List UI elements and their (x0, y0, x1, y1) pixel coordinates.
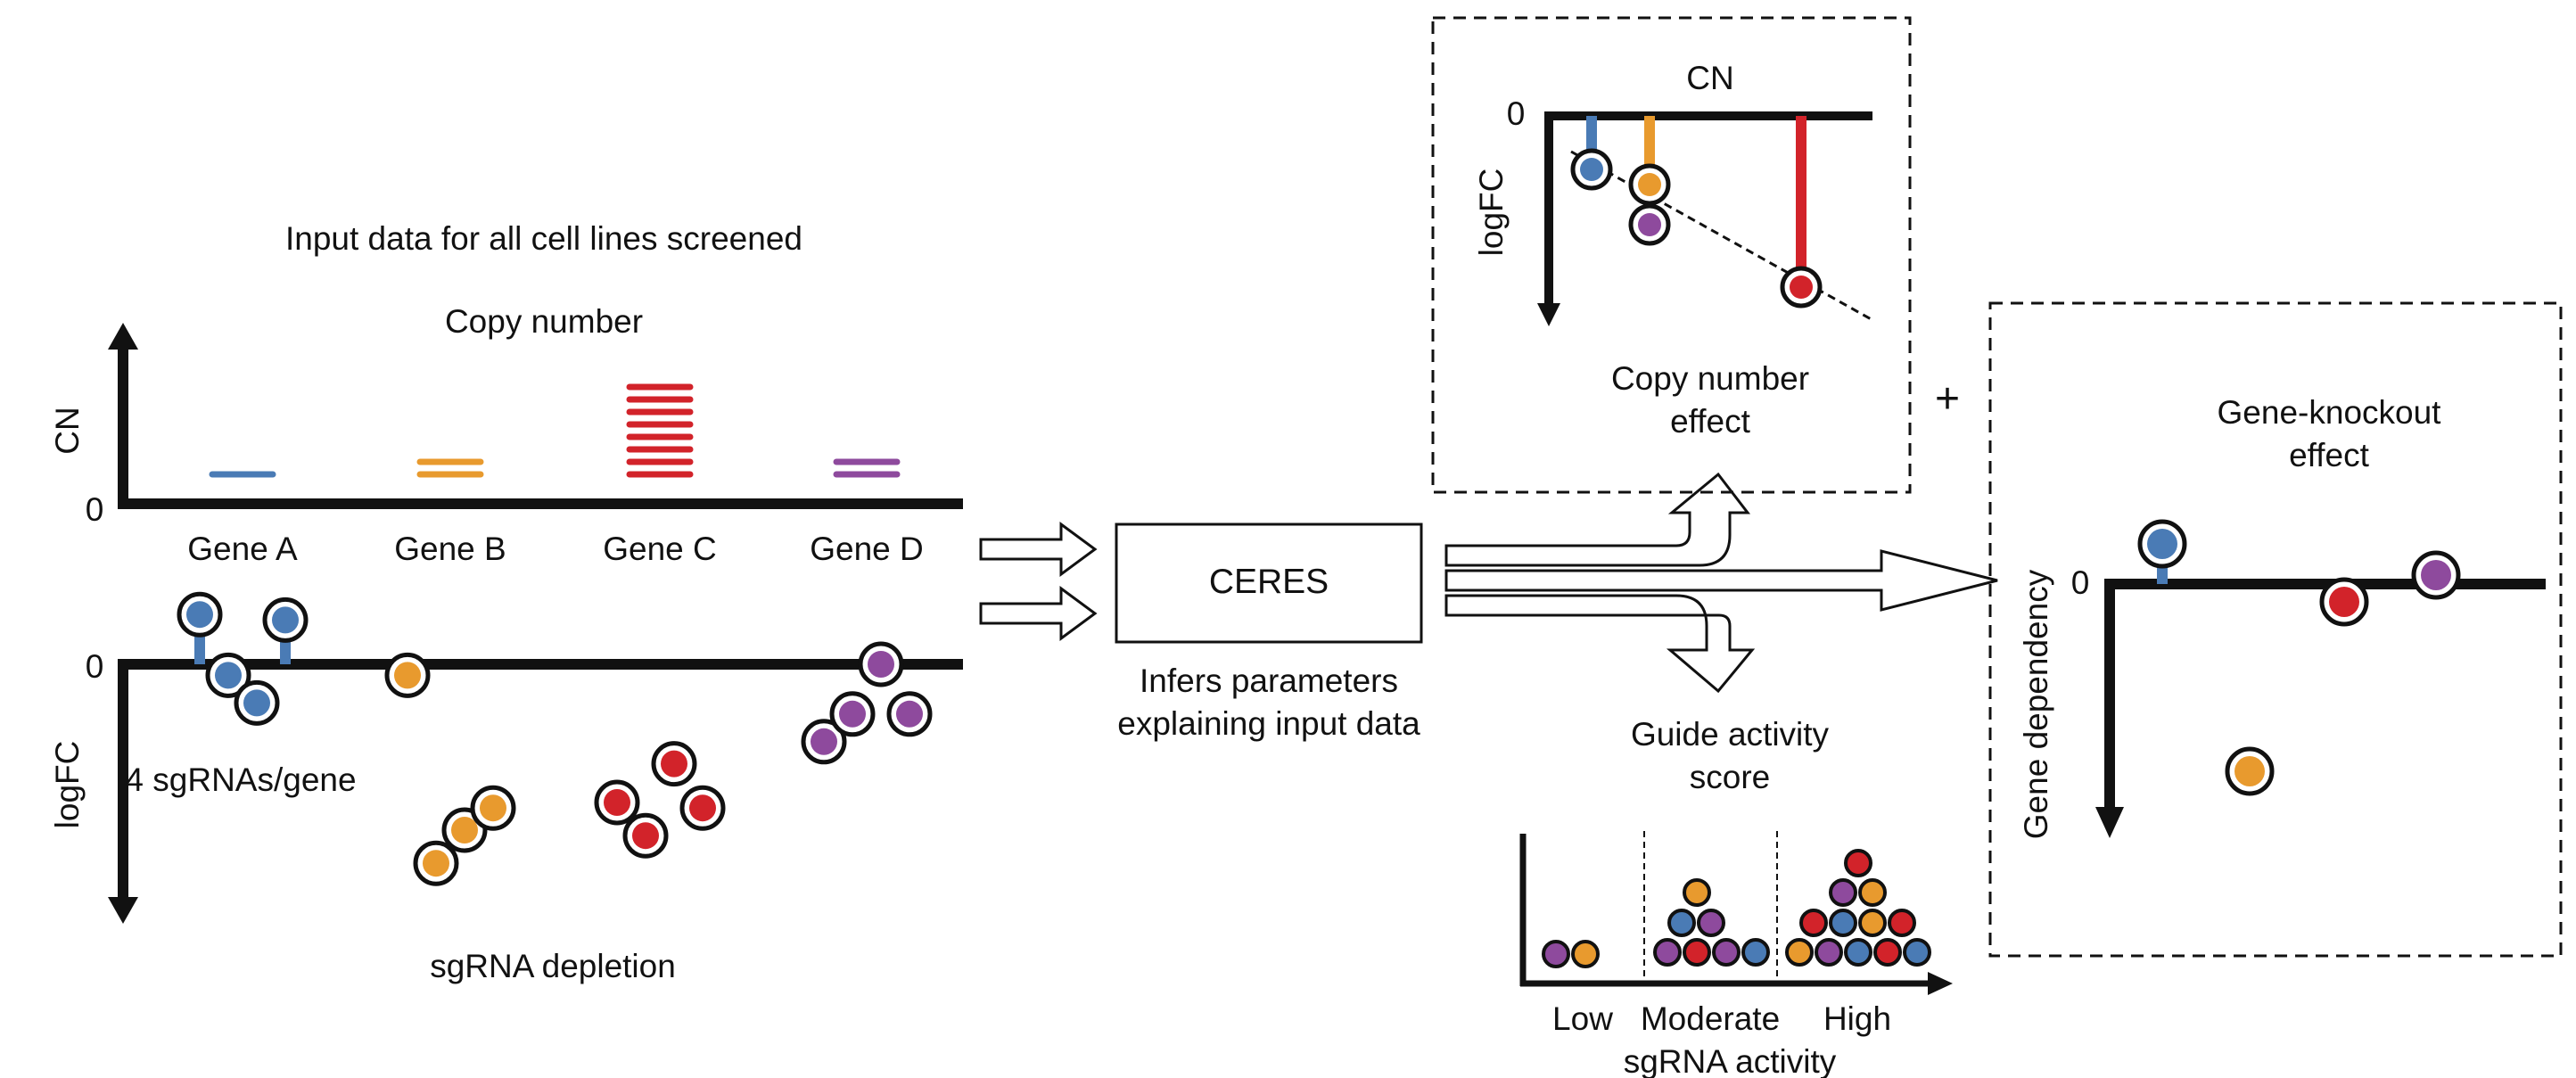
knockout-point (2319, 577, 2369, 627)
cn-effect-title-line2: effect (1670, 403, 1751, 440)
knockout-title-line2: effect (2289, 437, 2370, 473)
sgrna-point (801, 664, 847, 765)
guide-activity-dots (1542, 849, 1931, 968)
sgrna-point (234, 664, 280, 726)
guide-title-line2: score (1690, 759, 1770, 795)
cn-effect-axis-left: logFC (1473, 169, 1510, 257)
cn-effect-title-line1: Copy number (1611, 360, 1809, 397)
guide-dot (1873, 938, 1902, 967)
guide-dot (1844, 849, 1872, 877)
knockout-axes (2095, 579, 2546, 838)
knockout-axis-left: Gene dependency (2018, 569, 2054, 839)
knockout-zero: 0 (2071, 564, 2090, 601)
gene-a-label: Gene A (187, 531, 298, 567)
cn-effect-axes (1537, 111, 1872, 326)
guide-title-line1: Guide activity (1631, 716, 1830, 753)
guide-bin-high: High (1823, 1000, 1891, 1037)
ceres-box (1115, 523, 1423, 644)
sgrna-point (384, 652, 431, 698)
guide-bin-moderate: Moderate (1641, 1000, 1780, 1037)
sgrna-point (829, 664, 876, 737)
guide-dot (1844, 938, 1872, 967)
knockout-point (2411, 550, 2461, 600)
sgrna-point (594, 664, 640, 826)
cn-axes (108, 323, 963, 509)
knockout-points (2137, 519, 2461, 796)
sgrna-per-gene-note: 4 sgRNAs/gene (125, 761, 356, 798)
plus-sign: + (1935, 375, 1960, 423)
sgrna-point (651, 664, 697, 787)
sgrna-point (413, 664, 459, 886)
sgrna-point (470, 664, 516, 831)
gene-b-label: Gene B (394, 531, 506, 567)
cn-zero-label: 0 (86, 491, 104, 528)
guide-dot (1697, 909, 1725, 937)
guide-dot (1799, 909, 1828, 937)
knockout-point (2225, 584, 2275, 796)
cn-axis-label: CN (49, 407, 86, 454)
gene-d-label: Gene D (810, 531, 924, 567)
guide-dot (1903, 938, 1931, 967)
cn-effect-point (1570, 116, 1613, 191)
sgrna-point (177, 591, 223, 664)
guide-xlabel: sgRNA activity (1624, 1043, 1837, 1078)
knockout-point (2137, 519, 2187, 584)
sgrna-point (205, 652, 251, 698)
cn-effect-points (1570, 116, 1823, 309)
sgrna-point (262, 597, 309, 664)
sgrna-point (622, 664, 669, 859)
copy-number-title: Copy number (445, 303, 643, 340)
cn-effect-point (1628, 116, 1671, 206)
ceres-label: CERES (1209, 563, 1329, 601)
sgrna-depletion-title: sgRNA depletion (430, 948, 676, 984)
cn-effect-zero: 0 (1507, 95, 1526, 132)
guide-dot (1683, 878, 1711, 907)
guide-dot (1858, 878, 1887, 907)
copy-number-bars (209, 383, 901, 478)
guide-dot (1741, 938, 1770, 967)
cn-effect-trend-line (1570, 150, 1875, 323)
cn-effect-point (1628, 203, 1671, 246)
input-arrows (979, 522, 1098, 641)
knockout-panel (1988, 301, 2563, 958)
guide-dot (1785, 938, 1814, 967)
output-arrows (1444, 472, 1998, 694)
knockout-title-line1: Gene-knockout (2218, 394, 2442, 431)
guide-dot (1888, 909, 1916, 937)
guide-dot (1542, 940, 1570, 968)
sgrna-point (679, 664, 726, 831)
cn-effect-point (1780, 116, 1823, 309)
sgrna-point (858, 641, 904, 687)
guide-dot (1712, 938, 1741, 967)
sgrna-point (886, 664, 933, 737)
cn-effect-panel (1431, 16, 1912, 494)
guide-dot (1829, 909, 1857, 937)
guide-dot (1829, 878, 1857, 907)
ceres-caption-line2: explaining input data (1117, 705, 1420, 742)
guide-dot (1815, 938, 1843, 967)
sgrna-lollipops (177, 591, 933, 886)
cn-effect-axis-top: CN (1686, 60, 1733, 96)
logfc-zero-label: 0 (86, 648, 104, 685)
guide-bin-low: Low (1552, 1000, 1613, 1037)
guide-axes (1519, 831, 1953, 995)
guide-dot (1653, 938, 1682, 967)
input-title: Input data for all cell lines screened (285, 220, 802, 257)
guide-dot (1667, 909, 1696, 937)
guide-dot (1858, 909, 1887, 937)
guide-dot (1683, 938, 1711, 967)
guide-dot (1571, 940, 1600, 968)
ceres-caption-line1: Infers parameters (1140, 662, 1398, 699)
logfc-axis-label: logFC (49, 741, 86, 829)
gene-c-label: Gene C (603, 531, 717, 567)
